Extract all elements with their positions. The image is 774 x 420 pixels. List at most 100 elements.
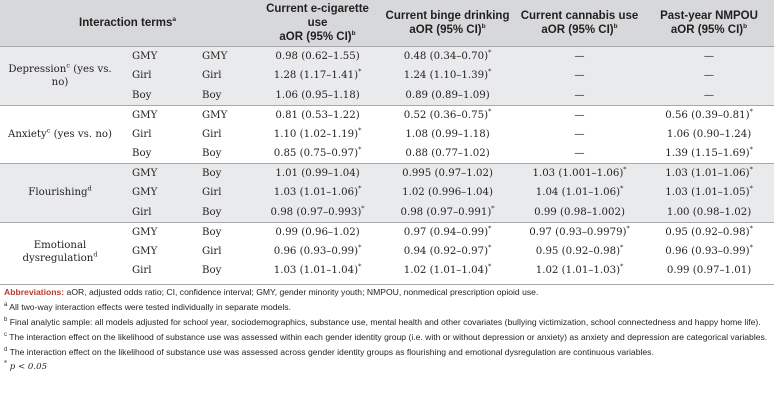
aor-cell: 0.99 (0.98–1.002): [534, 206, 625, 218]
aor-cell: 0.97 (0.94–0.99)*: [403, 224, 492, 238]
aor-cell: 1.39 (1.15–1.69)*: [665, 145, 753, 159]
interaction-term-label: Depressionc (yes vs. no): [8, 61, 112, 88]
aor-cell: —: [703, 51, 715, 62]
aor-cell: 0.52 (0.36–0.75)*: [403, 107, 492, 121]
aor-cell: —: [703, 70, 715, 82]
aor-cell: 0.88 (0.77–1.02): [405, 148, 490, 159]
table-row: Girl Girl 1.10 (1.02–1.19)* 1.08 (0.99–1.18…: [0, 124, 774, 144]
aor-cell: 0.99 (0.97–1.01): [666, 265, 752, 277]
group-a-cell: Boy: [132, 148, 152, 159]
aor-cell: 1.03 (1.01–1.06)*: [273, 184, 362, 199]
header-ecig: Current e-cigarette use aOR (95% CI)b: [266, 3, 369, 43]
group-a-cell: Girl: [132, 70, 152, 82]
aor-cell: 1.03 (1.001–1.06)*: [532, 165, 627, 179]
group-a-cell: GMY: [132, 226, 158, 238]
aor-cell: 0.98 (0.97–0.993)*: [270, 204, 365, 218]
aor-cell: —: [703, 89, 715, 101]
aor-cell: 1.03 (1.01–1.06)*: [665, 165, 753, 179]
results-table-container: Interaction termsa Current e-cigarette u…: [0, 0, 774, 281]
group-a-cell: GMY: [132, 187, 158, 199]
aor-cell: 1.28 (1.17–1.41)*: [273, 67, 362, 82]
group-b-cell: GMY: [202, 109, 228, 121]
aor-cell: 1.03 (1.01–1.05)*: [665, 184, 753, 199]
header-cannabis: Current cannabis use aOR (95% CI)b: [520, 10, 639, 36]
table-row: Emotional dysregulationd GMY Boy 0.99 (0.96…: [0, 222, 774, 264]
aor-cell: 0.56 (0.39–0.81)*: [665, 107, 753, 121]
header-nmpou: Past-year NMPOU aOR (95% CI)b: [660, 10, 758, 36]
aor-cell: 1.10 (1.02–1.19)*: [273, 126, 362, 140]
table-row: Boy Boy 1.06 (0.95–1.18) 0.89 (0.89–1.09) — —: [0, 85, 774, 105]
group-a-cell: GMY: [132, 51, 158, 62]
aor-cell: 1.00 (0.98–1.02): [666, 206, 752, 218]
aor-cell: 1.06 (0.95–1.18): [275, 89, 360, 101]
group-b-cell: Girl: [202, 128, 222, 140]
group-emotional-dysregulation: Emotional dysregulationd GMY Boy 0.99 (0.96…: [0, 222, 774, 281]
aor-cell: 0.96 (0.93–0.99)*: [665, 243, 753, 257]
group-b-cell: GMY: [202, 51, 228, 62]
table-row: Boy Boy 0.85 (0.75–0.97)* 0.88 (0.77–1.02) —…: [0, 144, 774, 164]
aor-cell: 0.81 (0.53–1.22): [275, 109, 360, 121]
footnote-c: c The interaction effect on the likeliho…: [4, 332, 768, 342]
group-a-cell: GMY: [132, 245, 158, 257]
aor-cell: 1.24 (1.10–1.39)*: [403, 67, 492, 82]
group-a-cell: Girl: [132, 206, 152, 218]
aor-cell: 0.99 (0.96–1.02): [275, 226, 360, 238]
group-a-cell: GMY: [132, 109, 158, 121]
interaction-term-label: Flourishingd: [28, 184, 92, 199]
group-b-cell: Boy: [202, 168, 222, 179]
interaction-results-table: Interaction termsa Current e-cigarette u…: [0, 0, 774, 281]
aor-cell: 1.03 (1.01–1.04)*: [273, 262, 362, 277]
aor-cell: —: [574, 70, 585, 82]
footnote-d: d The interaction effect on the likeliho…: [4, 347, 654, 357]
interaction-term-label: Emotional dysregulationd: [22, 239, 98, 264]
table-row: GMY Girl 1.03 (1.01–1.06)* 1.02 (0.996–1.04…: [0, 183, 774, 203]
group-b-cell: Boy: [202, 206, 222, 218]
footnote-a: a All two-way interaction effects were t…: [4, 302, 291, 312]
aor-cell: 1.06 (0.90–1.24): [666, 128, 752, 140]
footnote-b: b Final analytic sample: all models adju…: [4, 317, 761, 327]
table-header: Interaction termsa Current e-cigarette u…: [0, 0, 774, 47]
aor-cell: 0.94 (0.92–0.97)*: [403, 243, 492, 257]
aor-cell: 1.01 (0.99–1.04): [275, 168, 360, 179]
group-b-cell: Boy: [202, 226, 222, 238]
footnote-significance: * p < 0.05: [4, 360, 48, 372]
table-row: Girl Boy 0.98 (0.97–0.993)* 0.98 (0.97–0.99…: [0, 202, 774, 222]
footnote-abbreviations: Abbreviations: aOR, adjusted odds ratio;…: [4, 287, 539, 297]
group-anxiety: Anxietyc (yes vs. no) GMY GMY 0.81 (0.53–1.…: [0, 105, 774, 164]
notes-divider: [0, 284, 774, 285]
table-row: Girl Girl 1.28 (1.17–1.41)* 1.24 (1.10–1.39…: [0, 66, 774, 86]
group-depression: Depressionc (yes vs. no) GMY GMY 0.98 (0.62…: [0, 46, 774, 105]
table-row: Girl Boy 1.03 (1.01–1.04)* 1.02 (1.01–1.04)…: [0, 261, 774, 281]
group-b-cell: Boy: [202, 89, 222, 101]
group-b-cell: Girl: [202, 245, 222, 257]
aor-cell: 1.08 (0.99–1.18): [405, 128, 490, 140]
aor-cell: 0.995 (0.97–1.02): [402, 168, 493, 179]
group-a-cell: Girl: [132, 265, 152, 277]
aor-cell: —: [574, 148, 585, 159]
aor-cell: —: [574, 51, 585, 62]
aor-cell: 0.98 (0.62–1.55): [275, 51, 360, 62]
table-row: GMY Girl 0.96 (0.93–0.99)* 0.94 (0.92–0.97)…: [0, 241, 774, 261]
table-row: Depressionc (yes vs. no) GMY GMY 0.98 (0.62…: [0, 46, 774, 88]
group-a-cell: GMY: [132, 168, 158, 179]
aor-cell: 0.95 (0.92–0.98)*: [665, 224, 753, 238]
aor-cell: 0.95 (0.92–0.98)*: [535, 243, 624, 257]
aor-cell: 0.85 (0.75–0.97)*: [273, 145, 362, 159]
aor-cell: 0.96 (0.93–0.99)*: [273, 243, 362, 257]
aor-cell: 0.98 (0.97–0.991)*: [400, 204, 495, 218]
header-binge: Current binge drinking aOR (95% CI)b: [385, 10, 510, 36]
aor-cell: 1.02 (1.01–1.04)*: [403, 262, 492, 277]
aor-cell: —: [574, 128, 585, 140]
aor-cell: —: [574, 89, 585, 101]
group-b-cell: Girl: [202, 187, 222, 199]
group-a-cell: Girl: [132, 128, 152, 140]
group-flourishing: Flourishingd GMY Boy 1.01 (0.99–1.04) 0.995 …: [0, 163, 774, 222]
aor-cell: —: [574, 109, 585, 121]
group-b-cell: Boy: [202, 148, 222, 159]
aor-cell: 0.97 (0.93–0.9979)*: [529, 224, 630, 238]
group-a-cell: Boy: [132, 89, 152, 101]
table-row: Flourishingd GMY Boy 1.01 (0.99–1.04) 0.995 …: [0, 163, 774, 198]
aor-cell: 1.02 (0.996–1.04): [402, 187, 493, 199]
table-footnotes: Abbreviations: aOR, adjusted odds ratio;…: [4, 287, 770, 377]
table-row: Anxietyc (yes vs. no) GMY GMY 0.81 (0.53–1.…: [0, 105, 774, 140]
